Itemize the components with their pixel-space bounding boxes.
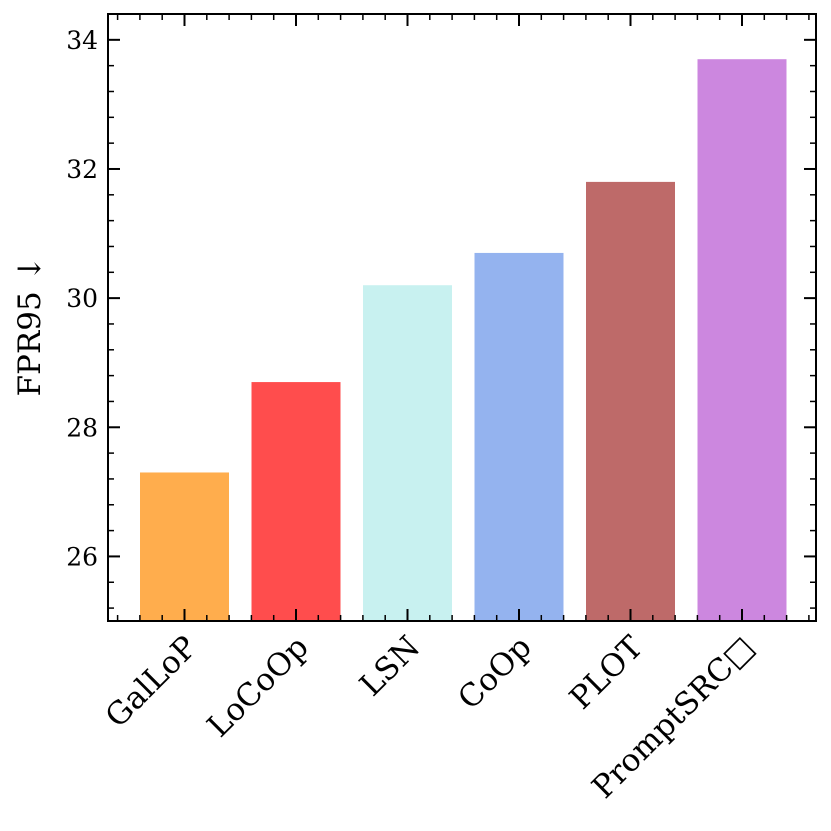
plot-frame — [107, 13, 817, 622]
bar-promptsrc — [697, 59, 787, 621]
y-axis-title: FPR95 ↓ — [12, 256, 48, 397]
y-tick-label: 30 — [66, 284, 98, 313]
y-tick-label: 26 — [66, 542, 98, 571]
x-tick-label: PLOT — [563, 629, 651, 717]
y-tick-label: 28 — [66, 413, 98, 442]
bar-coop — [474, 252, 564, 621]
x-tick-label: LSN — [353, 629, 427, 703]
x-tick-label: LoCoOp — [200, 629, 315, 744]
bar-locoop — [251, 382, 341, 621]
x-tick-label: GalLoP — [99, 629, 205, 735]
bar-gallop — [140, 472, 229, 621]
y-tick-label: 32 — [66, 155, 98, 184]
y-tick-label: 34 — [66, 26, 98, 55]
bar-lsn — [363, 285, 452, 621]
x-tick-label: CoOp — [451, 629, 538, 716]
bar-plot — [586, 181, 675, 621]
bars-layer — [140, 59, 787, 621]
